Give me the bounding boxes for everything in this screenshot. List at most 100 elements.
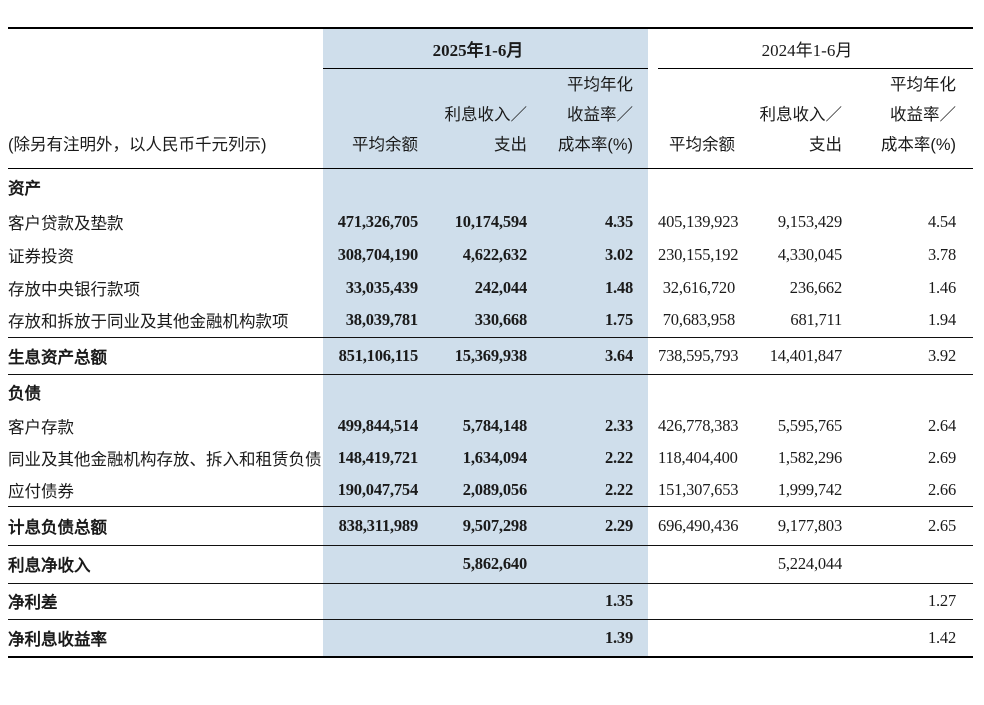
row-label: 客户贷款及垫款 xyxy=(8,214,124,233)
num-cell: 405,139,923 xyxy=(658,211,739,231)
num-cell xyxy=(735,168,842,205)
num-cell: 5,784,148 xyxy=(418,410,527,442)
num-cell: 190,047,754 xyxy=(323,474,418,506)
num-cell: 5,862,640 xyxy=(418,545,527,584)
num-cell xyxy=(527,168,649,205)
num-cell: 10,174,594 xyxy=(418,205,527,238)
num-cell: 1.94 xyxy=(927,310,957,330)
group-gap xyxy=(648,68,659,169)
num-cell xyxy=(658,619,736,658)
group-gap xyxy=(648,238,658,271)
num-cell xyxy=(842,168,973,205)
col-header-line: 收益率／ xyxy=(890,105,957,124)
group-gap xyxy=(648,619,659,658)
num-cell xyxy=(323,619,418,658)
num-cell: 4.35 xyxy=(527,205,649,238)
num-cell: 38,039,781 xyxy=(323,304,418,337)
total-row-interest-bearing-liabilities: 计息负债总额 838,311,989 9,507,298 2.29 696,49… xyxy=(8,505,974,546)
num-cell xyxy=(735,374,842,410)
row-label: 利息净收入 xyxy=(8,545,323,584)
num-cell: 1.39 xyxy=(527,619,649,658)
section-label: 负债 xyxy=(8,385,41,404)
col-header-rate-2025: 平均年化 收益率／ 成本率(%) xyxy=(527,68,649,169)
num-cell: 15,369,938 xyxy=(418,336,527,375)
table-row: 存放中央银行款项 33,035,439 242,044 1.48 32,616,… xyxy=(8,271,973,304)
num-cell: 70,683,958 xyxy=(662,310,736,330)
interest-income-table: 2025年1-6月 2024年1-6月 (除另有注明外，以人民币千元列示) 平均… xyxy=(8,27,974,658)
col-header-line: 成本率(%) xyxy=(880,135,957,154)
col-header-avg-balance-2024: 平均余额 xyxy=(658,68,736,169)
unit-note: (除另有注明外，以人民币千元列示) xyxy=(8,68,323,169)
num-cell: 33,035,439 xyxy=(323,271,418,304)
num-cell: 681,711 xyxy=(790,310,843,330)
num-cell: 2,089,056 xyxy=(418,474,527,506)
period-header-row: 2025年1-6月 2024年1-6月 xyxy=(8,27,974,69)
num-cell xyxy=(658,583,736,620)
num-cell: 2.64 xyxy=(927,416,957,435)
col-header-interest-2024: 利息收入／ 支出 xyxy=(735,68,843,169)
column-header-row: (除另有注明外，以人民币千元列示) 平均余额 利息收入／ 支出 平均年化 收益率／ 成… xyxy=(8,68,974,169)
num-cell: 738,595,793 xyxy=(658,336,739,375)
num-cell xyxy=(323,374,418,410)
table-row: 客户存款 499,844,514 5,784,148 2.33 426,778,… xyxy=(8,410,973,442)
num-cell: 3.02 xyxy=(527,238,649,271)
num-cell xyxy=(527,545,649,584)
col-header-line: 支出 xyxy=(809,135,843,154)
total-row-net-interest-margin: 净利息收益率 1.39 1.42 xyxy=(8,619,974,658)
num-cell: 2.29 xyxy=(527,505,649,546)
num-cell: 151,307,653 xyxy=(658,479,739,499)
num-cell: 308,704,190 xyxy=(323,238,418,271)
num-cell: 9,153,429 xyxy=(777,211,843,231)
num-cell: 2.22 xyxy=(527,442,649,474)
section-row-liabilities: 负债 xyxy=(8,374,973,410)
num-cell: 696,490,436 xyxy=(658,505,739,546)
row-label: 客户存款 xyxy=(8,419,74,437)
num-cell: 1.48 xyxy=(527,271,649,304)
group-gap xyxy=(648,442,658,474)
num-cell: 1.75 xyxy=(527,304,649,337)
num-cell: 230,155,192 xyxy=(658,244,739,264)
table-row: 存放和拆放于同业及其他金融机构款项 38,039,781 330,668 1.7… xyxy=(8,304,973,337)
num-cell: 1.27 xyxy=(842,583,974,620)
num-cell xyxy=(418,619,527,658)
total-row-interest-earning-assets: 生息资产总额 851,106,115 15,369,938 3.64 738,5… xyxy=(8,336,974,375)
num-cell: 4,622,632 xyxy=(418,238,527,271)
num-cell xyxy=(323,583,418,620)
row-label: 净利息收益率 xyxy=(8,619,323,658)
col-header-interest-2025: 利息收入／ 支出 xyxy=(418,68,527,169)
row-label: 同业及其他金融机构存放、拆入和租赁负债 xyxy=(8,451,322,469)
num-cell: 1,999,742 xyxy=(777,479,843,499)
num-cell xyxy=(735,619,843,658)
col-header-line: 平均年化 xyxy=(890,75,957,94)
num-cell: 5,595,765 xyxy=(777,416,843,435)
num-cell: 1.42 xyxy=(842,619,974,658)
col-header-line: 平均年化 xyxy=(567,75,634,94)
num-cell: 5,224,044 xyxy=(735,545,842,584)
group-gap xyxy=(648,474,658,506)
col-header-line: 成本率(%) xyxy=(557,135,634,154)
num-cell: 118,404,400 xyxy=(658,448,738,467)
num-cell xyxy=(418,374,527,410)
group-gap xyxy=(648,410,658,442)
num-cell: 3.92 xyxy=(842,336,974,375)
group-gap xyxy=(648,27,659,68)
num-cell xyxy=(842,545,974,584)
num-cell: 2.33 xyxy=(527,410,649,442)
row-label: 生息资产总额 xyxy=(8,336,323,375)
num-cell: 2.22 xyxy=(527,474,649,506)
num-cell: 242,044 xyxy=(418,271,527,304)
num-cell: 3.64 xyxy=(527,336,649,375)
num-cell: 471,326,705 xyxy=(323,205,418,238)
table-row: 应付债券 190,047,754 2,089,056 2.22 151,307,… xyxy=(8,474,973,506)
num-cell xyxy=(418,583,527,620)
num-cell: 4,330,045 xyxy=(777,244,843,264)
num-cell: 4.54 xyxy=(927,211,957,231)
num-cell: 851,106,115 xyxy=(323,336,418,375)
group-gap xyxy=(648,583,659,620)
section-label: 资产 xyxy=(8,179,41,198)
group-gap xyxy=(648,304,658,337)
group-gap xyxy=(648,168,658,205)
num-cell: 148,419,721 xyxy=(323,442,418,474)
total-row-net-interest-spread: 净利差 1.35 1.27 xyxy=(8,583,974,620)
period-2025-label: 2025年1-6月 xyxy=(323,27,649,69)
